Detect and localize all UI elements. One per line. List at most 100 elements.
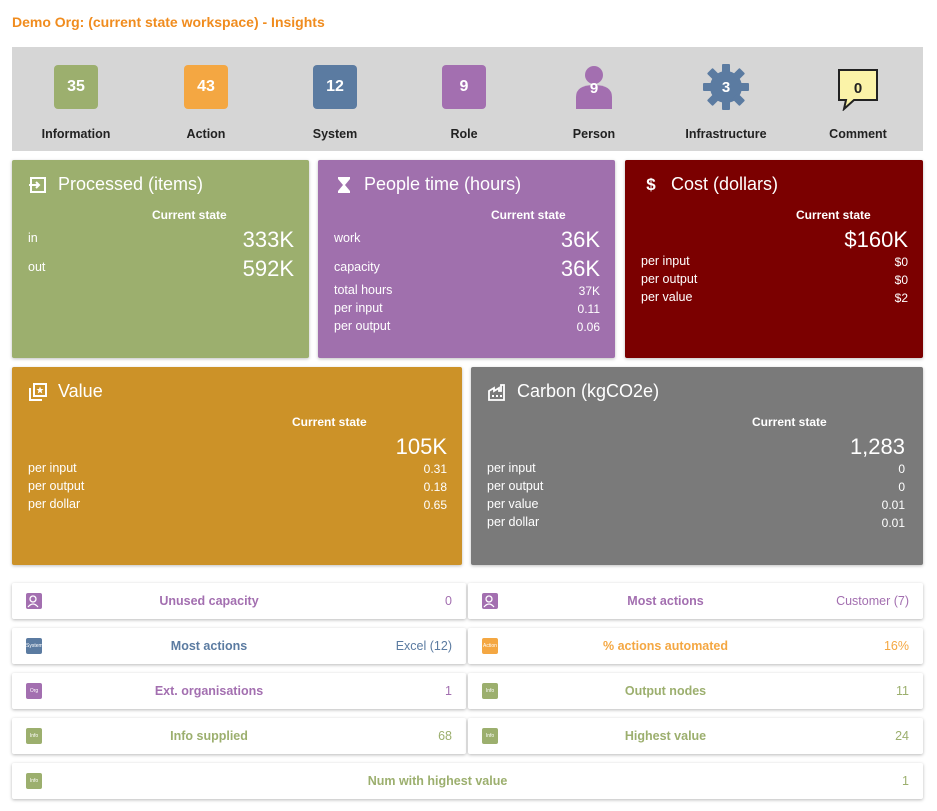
people-time-title: People time (hours) xyxy=(364,174,522,194)
person-count: 9 xyxy=(589,80,599,97)
system-label: System xyxy=(312,127,358,141)
insight-output-nodes[interactable]: Info Output nodes 11 xyxy=(468,673,923,709)
insight-ext-organisations[interactable]: Org Ext. organisations 1 xyxy=(12,673,466,709)
cost-per-input-value: $0 xyxy=(894,255,908,269)
insight-label: Ext. organisations xyxy=(154,684,264,698)
cost-per-value-label: per value xyxy=(641,290,693,304)
person-icon xyxy=(482,593,498,609)
summary-person[interactable]: 9 Person xyxy=(534,47,654,151)
cost-per-input-label: per input xyxy=(641,254,690,268)
summary-comment[interactable]: 0 Comment xyxy=(798,47,918,151)
cost-per-output-value: $0 xyxy=(894,273,908,287)
insight-most-actions-person[interactable]: Most actions Customer (7) xyxy=(468,583,923,619)
system-icon: System xyxy=(26,638,42,654)
dollar-icon: $ xyxy=(646,174,656,194)
insight-label: Highest value xyxy=(624,729,707,743)
processed-out-value: 592K xyxy=(242,256,294,281)
organisation-icon: Org xyxy=(26,683,42,699)
summary-system[interactable]: 12 System xyxy=(275,47,395,151)
infrastructure-count: 3 xyxy=(721,79,731,96)
cost-card: $ Cost (dollars) Current state $160K per… xyxy=(625,160,923,358)
carbon-card: Carbon (kgCO2e) Current state 1,283 per … xyxy=(471,367,923,565)
processed-col-head: Current state xyxy=(152,208,227,222)
people-time-header: People time (hours) xyxy=(334,174,521,195)
processed-icon xyxy=(29,176,46,193)
people-time-col-head: Current state xyxy=(491,208,566,222)
value-per-output-label: per output xyxy=(28,479,85,493)
insight-value: 11 xyxy=(896,684,909,698)
people-per-input-label: per input xyxy=(334,301,383,315)
people-per-input-value: 0.11 xyxy=(577,302,600,316)
cost-header: $ Cost (dollars) xyxy=(641,174,778,195)
people-capacity-value: 36K xyxy=(560,256,600,281)
people-time-card: People time (hours) Current state work 3… xyxy=(318,160,615,358)
insight-value: 16% xyxy=(883,639,909,653)
carbon-total-value: 1,283 xyxy=(849,434,905,459)
cost-total-value: $160K xyxy=(844,227,908,252)
insight-value: 1 xyxy=(902,774,909,788)
summary-action[interactable]: 43 Action xyxy=(146,47,266,151)
insight-value: 68 xyxy=(438,729,452,743)
carbon-per-dollar-label: per dollar xyxy=(487,515,540,529)
insight-label: Info supplied xyxy=(170,729,248,743)
info-icon: Info xyxy=(482,683,498,699)
carbon-title: Carbon (kgCO2e) xyxy=(517,381,660,401)
factory-icon xyxy=(488,383,505,401)
processed-card: Processed (items) Current state in 333K … xyxy=(12,160,309,358)
insight-most-actions-system[interactable]: System Most actions Excel (12) xyxy=(12,628,466,664)
comment-count: 0 xyxy=(853,80,863,97)
summary-infrastructure[interactable]: 3 Infrastructure xyxy=(666,47,786,151)
people-work-value: 36K xyxy=(560,227,600,252)
summary-strip: 35 Information 43 Action 12 System 9 Rol… xyxy=(12,47,923,151)
carbon-per-input-value: 0 xyxy=(898,462,905,476)
comment-icon xyxy=(838,69,878,111)
value-per-input-value: 0.31 xyxy=(423,462,447,476)
insight-label: Most actions xyxy=(627,594,704,608)
insight-unused-capacity[interactable]: Unused capacity 0 xyxy=(12,583,466,619)
role-badge: 9 xyxy=(442,65,486,109)
insight-info-supplied[interactable]: Info Info supplied 68 xyxy=(12,718,466,754)
carbon-per-output-label: per output xyxy=(487,479,544,493)
carbon-col-head: Current state xyxy=(752,415,827,429)
value-card: Value Current state 105K per input 0.31 … xyxy=(12,367,462,565)
person-icon xyxy=(26,593,42,609)
value-title: Value xyxy=(58,381,103,401)
value-per-output-value: 0.18 xyxy=(423,480,447,494)
value-col-head: Current state xyxy=(292,415,367,429)
cost-per-value-value: $2 xyxy=(894,291,908,305)
insight-value: 0 xyxy=(445,594,452,608)
summary-role[interactable]: 9 Role xyxy=(404,47,524,151)
insight-value: Excel (12) xyxy=(395,639,452,653)
carbon-per-value-value: 0.01 xyxy=(881,498,905,512)
insight-num-highest-value[interactable]: Info Num with highest value 1 xyxy=(12,763,923,799)
person-label: Person xyxy=(572,127,616,141)
carbon-per-input-label: per input xyxy=(487,461,536,475)
people-work-label: work xyxy=(334,231,361,245)
role-label: Role xyxy=(450,127,478,141)
cost-col-head: Current state xyxy=(796,208,871,222)
insight-label: Unused capacity xyxy=(159,594,259,608)
insight-value: 1 xyxy=(445,684,452,698)
cost-title: Cost (dollars) xyxy=(671,174,779,194)
info-icon: Info xyxy=(482,728,498,744)
processed-header: Processed (items) xyxy=(28,174,203,195)
value-per-input-label: per input xyxy=(28,461,77,475)
info-icon: Info xyxy=(26,728,42,744)
insight-label: Num with highest value xyxy=(367,774,508,788)
carbon-header: Carbon (kgCO2e) xyxy=(487,381,659,402)
people-per-output-value: 0.06 xyxy=(576,320,600,334)
carbon-per-dollar-value: 0.01 xyxy=(881,516,905,530)
processed-out-label: out xyxy=(28,260,46,274)
infrastructure-label: Infrastructure xyxy=(685,127,767,141)
insight-label: Output nodes xyxy=(624,684,707,698)
summary-information[interactable]: 35 Information xyxy=(16,47,136,151)
information-badge: 35 xyxy=(54,65,98,109)
insight-label: Most actions xyxy=(170,639,248,653)
value-header: Value xyxy=(28,381,103,402)
page-title: Demo Org: (current state workspace) - In… xyxy=(12,14,325,30)
insight-actions-automated[interactable]: Action % actions automated 16% xyxy=(468,628,923,664)
insight-label: % actions automated xyxy=(602,639,729,653)
action-icon: Action xyxy=(482,638,498,654)
insight-highest-value[interactable]: Info Highest value 24 xyxy=(468,718,923,754)
info-icon: Info xyxy=(26,773,42,789)
